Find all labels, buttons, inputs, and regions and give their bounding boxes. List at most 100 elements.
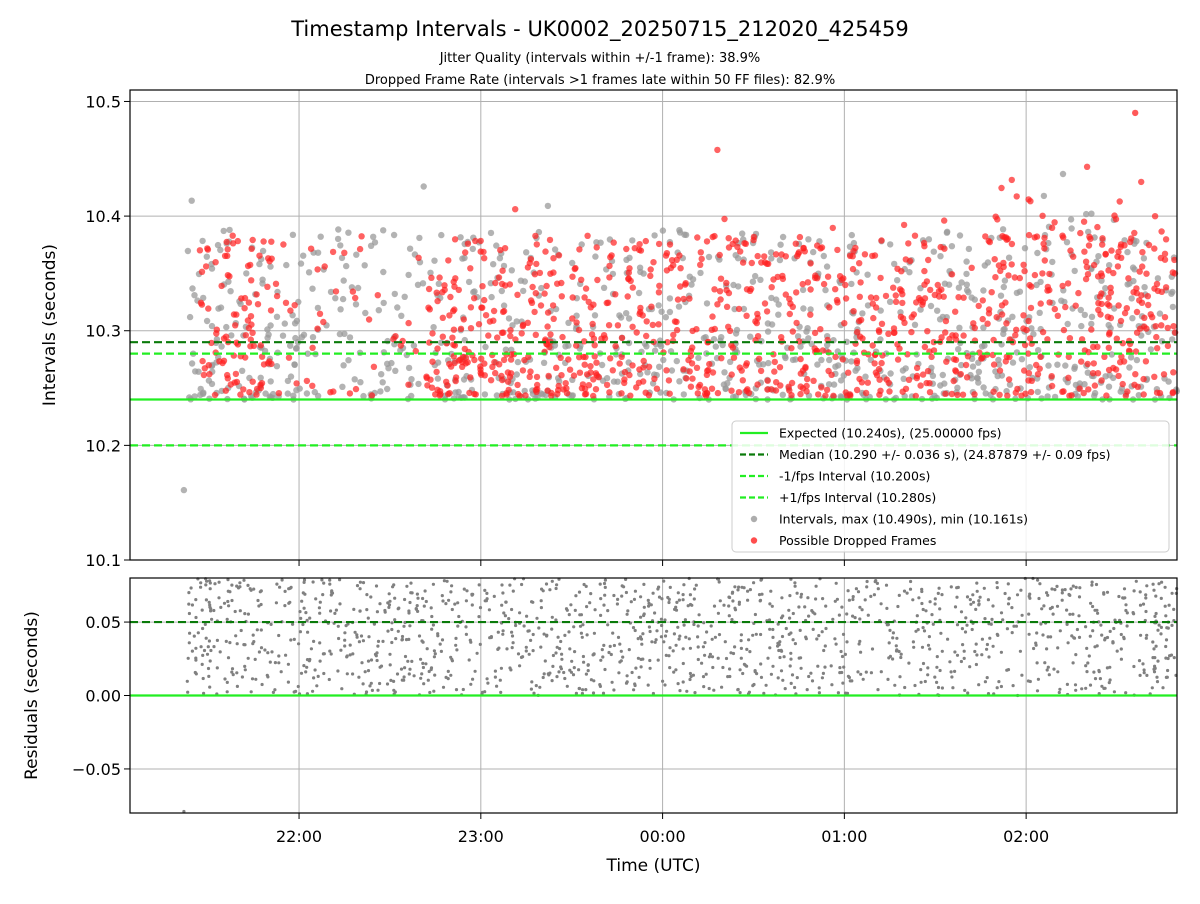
residual-point bbox=[339, 648, 343, 652]
residual-point bbox=[572, 666, 576, 670]
residual-point bbox=[407, 672, 411, 676]
dropped-frame-point bbox=[558, 293, 565, 300]
interval-point bbox=[969, 363, 977, 370]
interval-point bbox=[835, 362, 842, 369]
dropped-frame-point bbox=[1161, 314, 1169, 321]
residual-point bbox=[938, 668, 942, 673]
residual-point bbox=[780, 596, 784, 600]
residual-point bbox=[887, 641, 891, 645]
residual-point bbox=[219, 605, 223, 610]
residual-point bbox=[280, 578, 284, 582]
residual-point bbox=[1166, 656, 1170, 661]
residual-point bbox=[302, 606, 306, 610]
dropped-frame-point bbox=[765, 260, 772, 267]
interval-point bbox=[1028, 325, 1035, 332]
dropped-frame-point bbox=[582, 353, 589, 361]
interval-point bbox=[598, 361, 606, 369]
dropped-frame-point bbox=[606, 274, 613, 281]
residual-point bbox=[1095, 608, 1099, 612]
residual-point bbox=[563, 633, 567, 638]
dropped-frame-point bbox=[594, 276, 601, 284]
dropped-frame-point bbox=[332, 288, 340, 295]
residual-point bbox=[370, 688, 374, 693]
residual-point bbox=[1159, 632, 1163, 636]
dropped-frame-point bbox=[911, 232, 919, 239]
residual-point bbox=[784, 626, 788, 631]
residual-point bbox=[257, 650, 261, 654]
interval-point bbox=[420, 183, 427, 190]
dropped-frame-point bbox=[952, 308, 959, 315]
residual-point bbox=[361, 639, 365, 643]
residual-point bbox=[1164, 675, 1168, 680]
dropped-frame-point bbox=[1082, 258, 1090, 265]
residual-point bbox=[421, 596, 425, 601]
dropped-frame-point bbox=[232, 322, 239, 329]
residual-point bbox=[240, 675, 244, 679]
residual-point bbox=[363, 670, 367, 674]
dropped-frame-point bbox=[591, 342, 598, 349]
residual-point bbox=[372, 622, 376, 626]
dropped-frame-point bbox=[772, 251, 780, 258]
residual-point bbox=[351, 672, 355, 676]
interval-point bbox=[862, 373, 869, 380]
dropped-frame-point bbox=[735, 305, 743, 313]
dropped-frame-point bbox=[1118, 353, 1125, 360]
residual-point bbox=[571, 673, 576, 677]
residual-point bbox=[338, 602, 342, 606]
interval-point bbox=[810, 248, 817, 256]
dropped-frame-point bbox=[979, 297, 986, 304]
dropped-frame-point bbox=[1113, 335, 1121, 342]
residual-point bbox=[1065, 608, 1069, 612]
residual-point bbox=[286, 680, 290, 684]
interval-point bbox=[757, 276, 764, 283]
residual-point bbox=[425, 647, 429, 651]
residual-point bbox=[524, 645, 528, 649]
residual-point bbox=[696, 645, 700, 649]
interval-point bbox=[657, 342, 665, 350]
dropped-frame-point bbox=[682, 280, 689, 287]
residual-point bbox=[593, 608, 597, 612]
dropped-frame-point bbox=[576, 354, 583, 361]
residual-point bbox=[468, 638, 472, 642]
residual-point bbox=[612, 643, 617, 648]
dropped-frame-point bbox=[1080, 218, 1088, 225]
dropped-frame-point bbox=[1098, 377, 1105, 384]
residual-point bbox=[529, 638, 533, 643]
dropped-frame-point bbox=[788, 379, 796, 387]
residual-point bbox=[525, 614, 529, 618]
residual-point bbox=[814, 584, 818, 588]
residual-point bbox=[585, 605, 589, 609]
residual-point bbox=[721, 665, 725, 670]
interval-point bbox=[267, 378, 274, 385]
interval-point bbox=[498, 287, 505, 295]
dropped-frame-point bbox=[959, 391, 967, 398]
residual-point bbox=[609, 652, 613, 657]
residual-point bbox=[776, 676, 780, 680]
dropped-frame-point bbox=[792, 240, 799, 247]
dropped-frame-point bbox=[1080, 389, 1087, 397]
residual-point bbox=[441, 599, 445, 603]
residual-point bbox=[1115, 649, 1119, 653]
residual-point bbox=[759, 675, 764, 680]
residual-point bbox=[783, 687, 787, 691]
residual-point bbox=[983, 617, 987, 621]
interval-point bbox=[1088, 320, 1095, 328]
residual-point bbox=[196, 631, 200, 635]
residual-point bbox=[737, 585, 741, 589]
residual-point bbox=[225, 690, 229, 694]
residual-point bbox=[189, 586, 193, 590]
residual-point bbox=[539, 645, 543, 649]
interval-point bbox=[191, 292, 198, 299]
dropped-frame-point bbox=[810, 377, 817, 384]
dropped-frame-point bbox=[1095, 300, 1102, 307]
interval-point bbox=[700, 334, 708, 342]
dropped-frame-point bbox=[1085, 386, 1092, 393]
residual-point bbox=[565, 684, 569, 688]
dropped-frame-point bbox=[1084, 271, 1092, 278]
dropped-frame-point bbox=[249, 378, 256, 385]
dropped-frame-point bbox=[750, 233, 758, 241]
residual-point bbox=[187, 611, 191, 616]
residual-point bbox=[1145, 584, 1149, 588]
residual-point bbox=[661, 679, 665, 683]
residual-point bbox=[999, 611, 1004, 615]
